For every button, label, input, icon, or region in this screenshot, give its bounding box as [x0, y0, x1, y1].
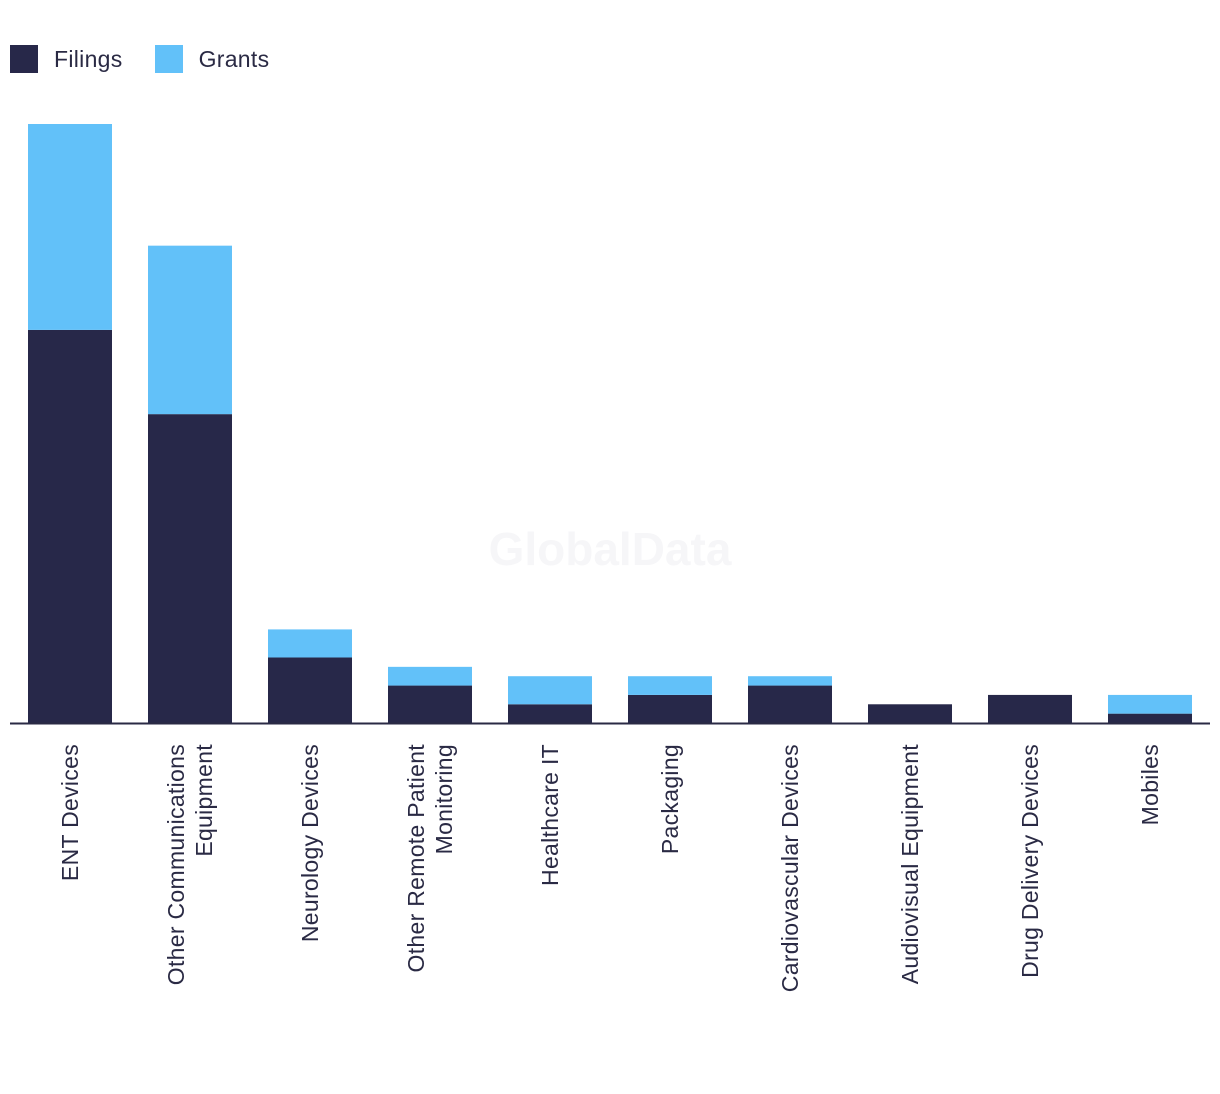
legend-swatch-filings: [10, 45, 38, 73]
bar-grants-cardiovascular-devices[interactable]: [748, 676, 832, 686]
x-tick-label-line: Other Communications: [163, 744, 189, 985]
x-tick-label-line: Packaging: [657, 744, 683, 854]
bar-filings-other-remote-patient-monitoring[interactable]: [388, 685, 472, 723]
chart-legend: Filings Grants: [10, 44, 301, 74]
x-tick-label-mobiles: Mobiles: [1137, 744, 1163, 825]
bar-grants-other-communications-equipment[interactable]: [148, 245, 232, 415]
bar-grants-packaging[interactable]: [628, 676, 712, 695]
x-tick-label-line: Drug Delivery Devices: [1017, 744, 1043, 978]
x-tick-label-cardiovascular-devices: Cardiovascular Devices: [777, 744, 803, 992]
x-tick-label-line: ENT Devices: [57, 744, 83, 881]
x-tick-label-line: Audiovisual Equipment: [897, 744, 923, 985]
x-tick-label-line: Other Remote Patient: [403, 744, 429, 973]
x-tick-label-healthcare-it: Healthcare IT: [537, 744, 563, 886]
x-tick-label-ent-devices: ENT Devices: [57, 744, 83, 881]
legend-label-grants: Grants: [198, 45, 270, 72]
legend-item-filings[interactable]: Filings: [10, 45, 123, 73]
x-tick-label-audiovisual-equipment: Audiovisual Equipment: [897, 744, 923, 985]
legend-label-filings: Filings: [54, 45, 123, 72]
bar-filings-healthcare-it[interactable]: [508, 704, 592, 723]
x-tick-label-other-remote-patient-monitoring: Other Remote PatientMonitoring: [403, 744, 457, 973]
x-tick-label-line: Monitoring: [431, 744, 457, 854]
bar-filings-cardiovascular-devices[interactable]: [748, 685, 832, 723]
legend-swatch-grants: [154, 45, 183, 73]
bar-grants-neurology-devices[interactable]: [268, 629, 352, 658]
bar-filings-packaging[interactable]: [628, 694, 712, 723]
x-tick-label-other-communications-equipment: Other CommunicationsEquipment: [163, 744, 217, 985]
x-tick-label-packaging: Packaging: [657, 744, 683, 854]
bar-grants-mobiles[interactable]: [1108, 694, 1192, 714]
legend-item-grants[interactable]: Grants: [154, 45, 270, 73]
bar-grants-healthcare-it[interactable]: [508, 676, 592, 705]
x-tick-label-drug-delivery-devices: Drug Delivery Devices: [1017, 744, 1043, 978]
bar-filings-ent-devices[interactable]: [28, 329, 112, 723]
bar-filings-other-communications-equipment[interactable]: [148, 414, 232, 723]
bar-grants-ent-devices[interactable]: [28, 124, 112, 330]
x-tick-label-line: Healthcare IT: [537, 744, 563, 886]
x-tick-label-line: Equipment: [191, 744, 217, 857]
bar-filings-audiovisual-equipment[interactable]: [868, 704, 952, 723]
x-tick-label-neurology-devices: Neurology Devices: [297, 744, 323, 942]
bar-filings-mobiles[interactable]: [1108, 713, 1192, 723]
x-tick-label-line: Mobiles: [1137, 744, 1163, 825]
bar-filings-drug-delivery-devices[interactable]: [988, 694, 1072, 723]
bar-filings-neurology-devices[interactable]: [268, 657, 352, 723]
x-tick-label-line: Cardiovascular Devices: [777, 744, 803, 992]
x-tick-label-line: Neurology Devices: [297, 744, 323, 942]
bar-grants-other-remote-patient-monitoring[interactable]: [388, 666, 472, 686]
